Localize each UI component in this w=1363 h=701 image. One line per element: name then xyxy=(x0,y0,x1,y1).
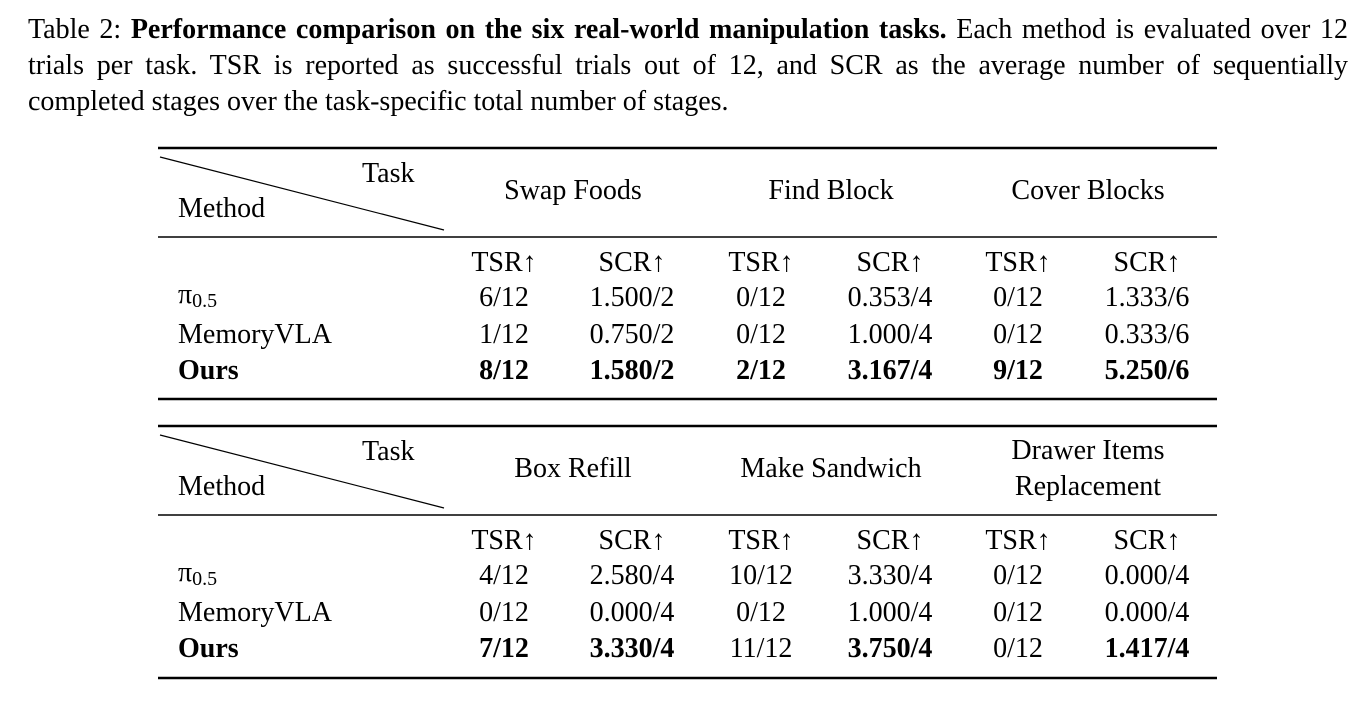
corner-task: Task xyxy=(362,158,415,189)
task-header: Box Refill xyxy=(514,453,632,484)
cell: 1.000/4 xyxy=(847,596,933,628)
cell: 11/12 xyxy=(729,633,793,664)
cell: 1/12 xyxy=(479,318,529,350)
cell: 2/12 xyxy=(736,355,786,386)
cell: 0.000/4 xyxy=(589,596,675,628)
metric-header: SCR↑ xyxy=(598,247,666,278)
cell: 3.167/4 xyxy=(847,355,933,386)
caption: Table 2: Performance comparison on the s… xyxy=(28,12,1348,120)
metric-header: TSR↑ xyxy=(728,247,794,278)
method-subscript: 0.5 xyxy=(192,568,218,590)
cell: 0/12 xyxy=(736,596,786,628)
cell: 0.000/4 xyxy=(1104,596,1190,628)
diagonal xyxy=(159,434,445,509)
metric-header: SCR↑ xyxy=(856,247,924,278)
metric-header: TSR↑ xyxy=(471,247,537,278)
cell: 1.333/6 xyxy=(1104,282,1190,313)
method-name: π0.5 xyxy=(178,555,217,597)
cell: 3.330/4 xyxy=(589,633,675,664)
metric-header: SCR↑ xyxy=(856,525,924,556)
task-header: Swap Foods xyxy=(504,175,642,206)
cell: 4/12 xyxy=(479,560,529,591)
cell: 6/12 xyxy=(479,282,529,313)
cell: 0.333/6 xyxy=(1104,318,1190,350)
method-name: Ours xyxy=(178,353,239,389)
metric-header: TSR↑ xyxy=(728,525,794,556)
cell: 10/12 xyxy=(729,560,793,591)
cell: 0/12 xyxy=(993,633,1043,664)
cell: 3.330/4 xyxy=(847,560,933,591)
cell: 0/12 xyxy=(993,596,1043,628)
cell: 7/12 xyxy=(479,633,529,664)
method-text: Ours xyxy=(178,633,239,664)
cell: 2.580/4 xyxy=(589,560,675,591)
method-name: MemoryVLA xyxy=(178,595,332,631)
method-text: π xyxy=(178,557,193,588)
method-text: Ours xyxy=(178,355,239,386)
cell: 0.353/4 xyxy=(847,282,933,313)
metric-header: SCR↑ xyxy=(1113,525,1181,556)
method-name: Ours xyxy=(178,631,239,667)
cell: 0/12 xyxy=(993,560,1043,591)
caption-label: Table 2: xyxy=(28,14,122,45)
corner-task: Task xyxy=(362,436,415,467)
cell: 1.500/2 xyxy=(589,282,675,313)
task-header: Cover Blocks xyxy=(1011,175,1165,206)
method-name: MemoryVLA xyxy=(178,317,332,353)
cell: 0/12 xyxy=(479,596,529,628)
cell: 0/12 xyxy=(993,282,1043,313)
task-header: Find Block xyxy=(768,175,894,206)
metric-header: TSR↑ xyxy=(985,247,1051,278)
diagonal xyxy=(159,156,445,231)
method-text: MemoryVLA xyxy=(178,596,332,628)
corner-method: Method xyxy=(178,471,266,502)
cell: 0.000/4 xyxy=(1104,560,1190,591)
cell: 1.000/4 xyxy=(847,318,933,350)
metric-header: SCR↑ xyxy=(598,525,666,556)
corner-method: Method xyxy=(178,193,266,224)
metric-header: TSR↑ xyxy=(985,525,1051,556)
task-header: Drawer Items Replacement xyxy=(1011,435,1165,502)
cell: 0/12 xyxy=(993,318,1043,350)
cell: 5.250/6 xyxy=(1104,355,1190,386)
method-text: π xyxy=(178,279,193,310)
caption-text: Each method is evaluated over 12 trials … xyxy=(28,14,1349,117)
block-1-rules xyxy=(158,146,1217,680)
cell: 8/12 xyxy=(479,355,529,386)
cell: 1.580/2 xyxy=(589,355,675,386)
method-subscript: 0.5 xyxy=(192,290,218,312)
metric-header: SCR↑ xyxy=(1113,247,1181,278)
cell: 1.417/4 xyxy=(1104,633,1190,664)
metric-header: TSR↑ xyxy=(471,525,537,556)
method-name: π0.5 xyxy=(178,277,217,319)
method-text: MemoryVLA xyxy=(178,318,332,350)
cell: 0/12 xyxy=(736,318,786,350)
cell: 9/12 xyxy=(993,355,1043,386)
caption-bold: Performance comparison on the six real-w… xyxy=(130,14,947,45)
cell: 0.750/2 xyxy=(589,318,675,350)
task-header: Make Sandwich xyxy=(740,453,922,484)
cell: 3.750/4 xyxy=(847,633,933,664)
cell: 0/12 xyxy=(736,282,786,313)
